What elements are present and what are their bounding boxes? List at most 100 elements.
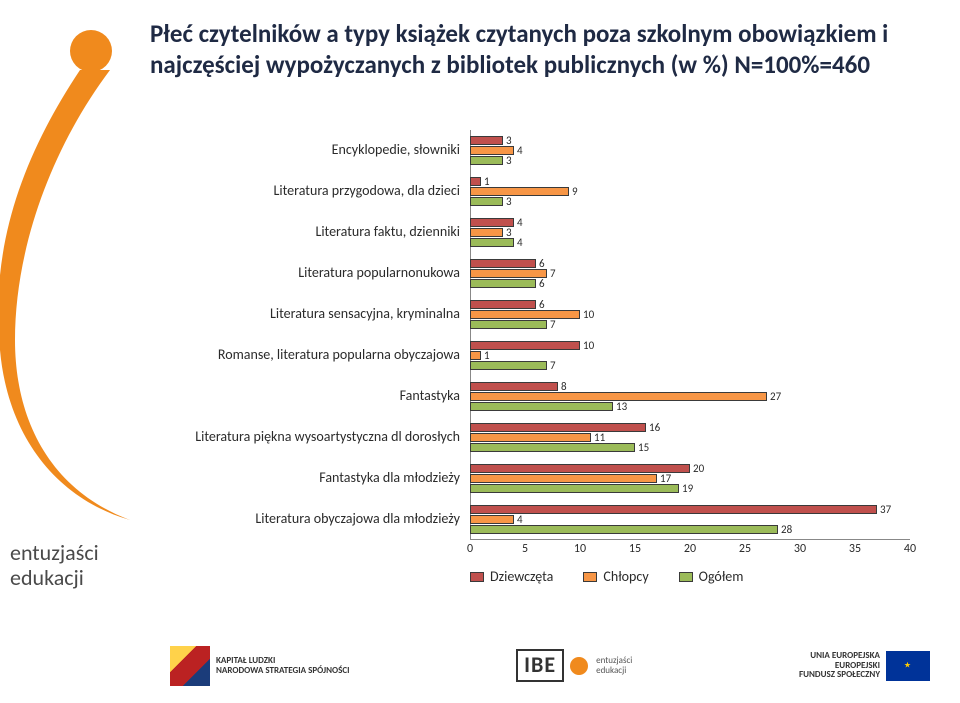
bar-value: 3 — [506, 228, 512, 237]
brand-swoosh — [0, 70, 140, 520]
bar — [470, 310, 580, 319]
x-tick: 30 — [794, 542, 806, 556]
bar-value: 7 — [550, 320, 556, 329]
bar-value: 10 — [583, 310, 594, 319]
x-tick: 10 — [574, 542, 586, 556]
bar-value: 3 — [506, 156, 512, 165]
bar — [470, 361, 547, 370]
bar-value: 1 — [484, 351, 490, 360]
bar-value: 19 — [682, 484, 693, 493]
category-label: Romanse, literatura popularna obyczajowa — [160, 347, 460, 362]
legend-item: Dziewczęta — [470, 568, 553, 585]
bar-value: 7 — [550, 361, 556, 370]
legend-label: Dziewczęta — [490, 568, 553, 585]
x-tick: 35 — [849, 542, 861, 556]
legend-item: Ogółem — [679, 568, 744, 585]
bar-value: 4 — [517, 515, 523, 524]
bar-value: 3 — [506, 136, 512, 145]
category-label: Literatura faktu, dzienniki — [160, 224, 460, 239]
bar-value: 6 — [539, 300, 545, 309]
bar-value: 9 — [572, 187, 578, 196]
x-tick: 20 — [684, 542, 696, 556]
category-label: Encyklopedie, słowniki — [160, 142, 460, 157]
bar — [470, 402, 613, 411]
bar-value: 37 — [880, 505, 891, 514]
chart-title: Płeć czytelników a typy książek czytanyc… — [150, 18, 930, 81]
category-label: Literatura popularnonukowa — [160, 265, 460, 280]
bar-value: 4 — [517, 218, 523, 227]
bar-value: 6 — [539, 259, 545, 268]
bar — [470, 187, 569, 196]
bar — [470, 136, 503, 145]
bar — [470, 505, 877, 514]
category-label: Literatura sensacyjna, kryminalna — [160, 306, 460, 321]
bar — [470, 177, 481, 186]
legend: Dziewczęta Chłopcy Ogółem — [470, 568, 910, 585]
bar-value: 7 — [550, 269, 556, 278]
x-tick: 0 — [467, 542, 473, 556]
bar — [470, 474, 657, 483]
bar — [470, 228, 503, 237]
bar-value: 1 — [484, 177, 490, 186]
bar-value: 28 — [781, 525, 792, 534]
bar-value: 11 — [594, 433, 605, 442]
bar-value: 4 — [517, 238, 523, 247]
legend-item: Chłopcy — [583, 568, 648, 585]
bar — [470, 464, 690, 473]
x-axis-ticks: 0510152025303540 — [470, 542, 910, 562]
legend-swatch — [470, 572, 484, 582]
bar-value: 27 — [770, 392, 781, 401]
brand-dot — [70, 30, 112, 72]
bar — [470, 156, 503, 165]
category-label: Literatura obyczajowa dla młodzieży — [160, 511, 460, 526]
bar — [470, 279, 536, 288]
bar — [470, 433, 591, 442]
bar — [470, 443, 635, 452]
bar-value: 15 — [638, 443, 649, 452]
ibe-tag: entuzjaści edukacji — [596, 656, 632, 676]
legend-label: Chłopcy — [603, 568, 648, 585]
bar-value: 8 — [561, 382, 567, 391]
bar — [470, 423, 646, 432]
chart: Encyklopedie, słowniki343Literatura przy… — [160, 130, 930, 590]
category-label: Fantastyka — [160, 388, 460, 403]
bar — [470, 515, 514, 524]
legend-label: Ogółem — [699, 568, 744, 585]
bar-value: 16 — [649, 423, 660, 432]
bar — [470, 382, 558, 391]
bar — [470, 197, 503, 206]
eu-label: UNIA EUROPEJSKA EUROPEJSKI FUNDUSZ SPOŁE… — [799, 651, 880, 681]
ibe-label: IBE — [516, 649, 564, 681]
x-tick: 5 — [522, 542, 528, 556]
bar — [470, 238, 514, 247]
x-tick: 25 — [739, 542, 751, 556]
bar — [470, 484, 679, 493]
category-label: Literatura piękna wysoartystyczna dl dor… — [160, 429, 460, 444]
kl-icon — [170, 646, 210, 686]
bar — [470, 351, 481, 360]
logo-ibe: IBE entuzjaści edukacji — [516, 642, 632, 690]
bar-value: 13 — [616, 402, 627, 411]
bar — [470, 300, 536, 309]
bar-value: 17 — [660, 474, 671, 483]
bar — [470, 269, 547, 278]
x-tick: 15 — [629, 542, 641, 556]
bar — [470, 525, 778, 534]
logo-kapital-ludzki: KAPITAŁ LUDZKI NARODOWA STRATEGIA SPÓJNO… — [170, 642, 350, 690]
kl-label: KAPITAŁ LUDZKI NARODOWA STRATEGIA SPÓJNO… — [216, 656, 350, 676]
logo-eu: UNIA EUROPEJSKA EUROPEJSKI FUNDUSZ SPOŁE… — [799, 642, 930, 690]
bar-value: 4 — [517, 146, 523, 155]
category-label: Literatura przygodowa, dla dzieci — [160, 183, 460, 198]
legend-swatch — [583, 572, 597, 582]
eu-flag-icon — [886, 651, 930, 681]
bar-value: 20 — [693, 464, 704, 473]
bar-value: 6 — [539, 279, 545, 288]
legend-swatch — [679, 572, 693, 582]
bar-value: 3 — [506, 197, 512, 206]
bar-value: 10 — [583, 341, 594, 350]
brand-art — [0, 0, 140, 703]
ibe-dot-icon — [570, 657, 588, 675]
footer-logos: KAPITAŁ LUDZKI NARODOWA STRATEGIA SPÓJNO… — [170, 638, 930, 693]
x-tick: 40 — [904, 542, 916, 556]
category-label: Fantastyka dla młodzieży — [160, 470, 460, 485]
